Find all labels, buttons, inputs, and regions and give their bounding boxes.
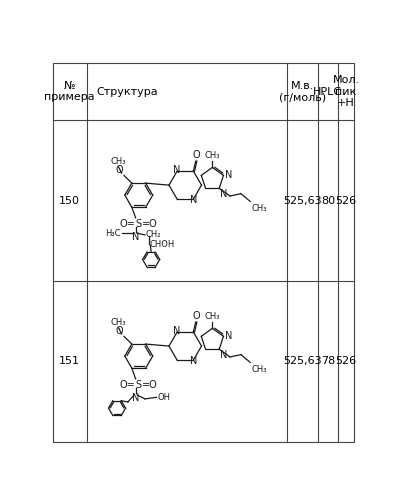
Text: CH₃: CH₃ bbox=[252, 204, 267, 212]
Text: 525,63: 525,63 bbox=[283, 356, 322, 366]
Text: =O: =O bbox=[142, 380, 158, 390]
Text: HPLC: HPLC bbox=[313, 86, 342, 97]
Text: N: N bbox=[132, 232, 139, 242]
Text: O: O bbox=[116, 326, 123, 336]
Text: Структура: Структура bbox=[96, 86, 158, 97]
Text: CH₃: CH₃ bbox=[204, 152, 220, 160]
Text: CH₃: CH₃ bbox=[111, 157, 126, 166]
Text: O=: O= bbox=[120, 220, 136, 230]
Text: CH₃: CH₃ bbox=[204, 312, 220, 322]
Text: 151: 151 bbox=[59, 356, 80, 366]
Text: N: N bbox=[225, 170, 232, 180]
Text: 150: 150 bbox=[59, 196, 80, 205]
Text: =O: =O bbox=[142, 220, 158, 230]
Text: CH₃: CH₃ bbox=[111, 318, 126, 327]
Text: N: N bbox=[173, 166, 180, 175]
Text: 526: 526 bbox=[335, 356, 357, 366]
Text: CH₃: CH₃ bbox=[252, 364, 267, 374]
Text: 526: 526 bbox=[335, 196, 357, 205]
Text: М.в.
(г/моль): М.в. (г/моль) bbox=[279, 81, 326, 102]
Text: H₃C: H₃C bbox=[106, 229, 121, 238]
Text: N: N bbox=[225, 332, 232, 342]
Text: N: N bbox=[132, 392, 139, 402]
Text: O=: O= bbox=[120, 380, 136, 390]
Text: N: N bbox=[220, 350, 227, 360]
Text: O: O bbox=[193, 150, 200, 160]
Text: 78: 78 bbox=[321, 356, 335, 366]
Text: №
примера: № примера bbox=[44, 81, 95, 102]
Text: O: O bbox=[116, 164, 123, 174]
Text: S: S bbox=[136, 380, 142, 390]
Text: OH: OH bbox=[157, 393, 170, 402]
Text: S: S bbox=[136, 220, 142, 230]
Text: 80: 80 bbox=[321, 196, 335, 205]
Text: N: N bbox=[191, 356, 198, 366]
Text: N: N bbox=[220, 189, 227, 199]
Text: 525,63: 525,63 bbox=[283, 196, 322, 205]
Text: CHOH: CHOH bbox=[150, 240, 175, 248]
Text: N: N bbox=[173, 326, 180, 336]
Text: CH₂: CH₂ bbox=[146, 230, 161, 239]
Text: N: N bbox=[191, 195, 198, 205]
Text: Мол.
пик
+H: Мол. пик +H bbox=[333, 75, 360, 108]
Text: O: O bbox=[193, 310, 200, 320]
